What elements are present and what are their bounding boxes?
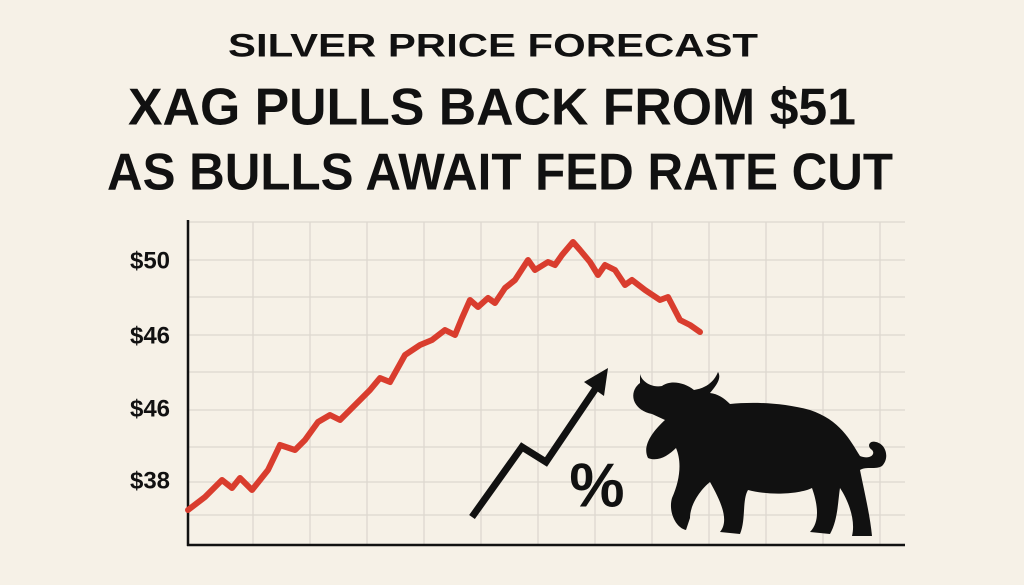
axis-label: $46 (130, 322, 170, 349)
bull (633, 372, 887, 536)
arrow-head (584, 368, 608, 396)
price-line (185, 239, 703, 513)
headline-line: AS BULLS AWAIT FED RATE CUT (107, 144, 893, 202)
axis-label: $38 (130, 467, 170, 494)
trend-arrow (469, 386, 599, 520)
axis-label: $46 (130, 395, 170, 422)
headline-line: XAG PULLS BACK FROM $51 (128, 79, 856, 137)
percent-symbol: % (569, 451, 624, 520)
axis-label: $50 (130, 247, 170, 274)
kicker: SILVER PRICE FORECAST (228, 27, 759, 63)
